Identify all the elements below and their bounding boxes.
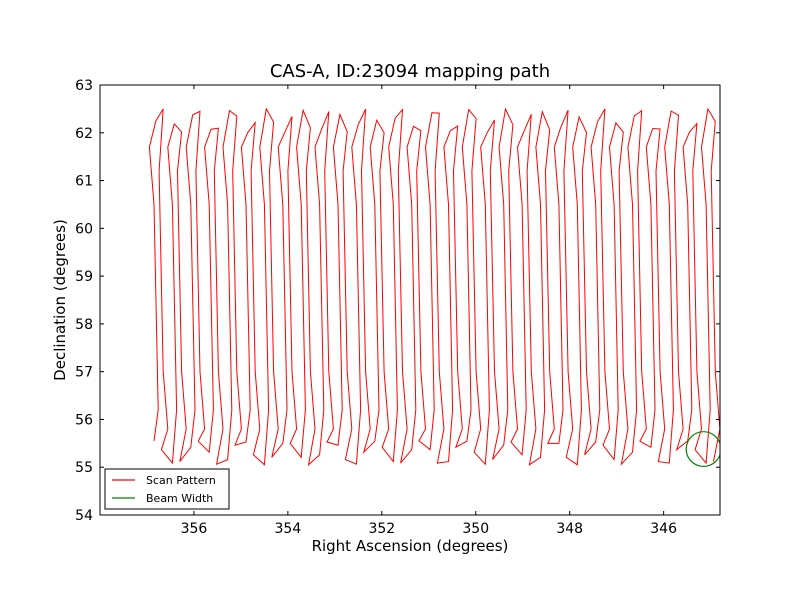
y-tick-label: 55 — [75, 460, 93, 476]
y-tick-label: 63 — [75, 78, 93, 94]
y-tick-label: 59 — [75, 269, 93, 285]
legend-box — [104, 468, 230, 510]
x-tick-label: 350 — [462, 521, 489, 537]
legend: Scan Pattern Beam Width — [104, 468, 230, 510]
plot-frame — [99, 84, 721, 516]
y-tick-label: 58 — [75, 317, 93, 333]
plot-area — [148, 107, 720, 468]
y-tick-label: 57 — [75, 365, 93, 381]
x-axis-label: Right Ascension (degrees) — [312, 537, 509, 555]
legend-label-beam-width: Beam Width — [146, 492, 213, 505]
y-tick-label: 56 — [75, 412, 93, 428]
beam-width-circle — [685, 431, 720, 468]
x-tick-label: 346 — [650, 521, 677, 537]
scan-pattern-line — [148, 107, 720, 467]
x-tick-label: 356 — [181, 521, 208, 537]
scan-pattern-series — [148, 107, 720, 467]
y-axis: 54 55 56 57 58 59 60 61 62 63 — [75, 78, 720, 524]
x-tick-label: 352 — [368, 521, 395, 537]
y-tick-label: 61 — [75, 174, 93, 190]
x-tick-label: 354 — [275, 521, 302, 537]
legend-label-scan-pattern: Scan Pattern — [146, 474, 216, 487]
y-tick-label: 60 — [75, 221, 93, 237]
y-axis-label: Declination (degrees) — [51, 219, 69, 381]
x-tick-label: 348 — [556, 521, 583, 537]
y-tick-label: 54 — [75, 508, 93, 524]
x-axis: 356 354 352 350 348 346 — [181, 85, 677, 537]
y-tick-label: 62 — [75, 126, 93, 142]
chart-title: CAS-A, ID:23094 mapping path — [270, 61, 550, 82]
